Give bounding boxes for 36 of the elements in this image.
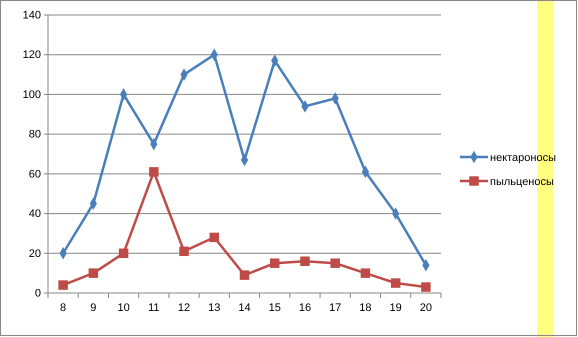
x-tick-label: 9 — [90, 302, 96, 314]
y-tick-label: 20 — [28, 248, 41, 260]
x-tick-label: 19 — [390, 302, 402, 314]
point — [360, 268, 370, 278]
point — [300, 256, 310, 266]
y-tick-label: 100 — [22, 88, 41, 101]
x-tick-label: 18 — [359, 302, 372, 314]
point — [149, 167, 159, 177]
point — [118, 248, 128, 258]
x-tick-label: 17 — [329, 302, 342, 314]
x-tick-label: 14 — [238, 302, 251, 314]
point — [58, 280, 68, 290]
y-tick-label: 120 — [22, 49, 41, 62]
x-tick-label: 12 — [178, 302, 190, 314]
point — [421, 282, 431, 292]
point — [390, 278, 400, 288]
y-tick-label: 0 — [34, 288, 41, 300]
x-tick-label: 8 — [60, 302, 66, 314]
y-tick-label: 40 — [28, 208, 41, 220]
point — [210, 232, 220, 242]
point — [330, 258, 340, 268]
y-tick-label: 60 — [28, 168, 41, 180]
point — [179, 246, 189, 256]
x-tick-label: 16 — [298, 302, 312, 314]
point — [270, 258, 280, 268]
x-tick-label: 15 — [268, 302, 281, 314]
legend-label: пыльценосы — [490, 176, 554, 188]
x-tick-label: 20 — [420, 302, 432, 314]
x-tick-label: 13 — [208, 302, 220, 314]
point — [240, 270, 250, 280]
point — [88, 268, 98, 278]
y-tick-label: 80 — [28, 128, 41, 141]
x-tick-label: 11 — [148, 302, 160, 314]
x-tick-label: 10 — [117, 302, 130, 314]
y-tick-label: 140 — [22, 10, 41, 22]
legend-label: нектароносы — [490, 152, 556, 164]
